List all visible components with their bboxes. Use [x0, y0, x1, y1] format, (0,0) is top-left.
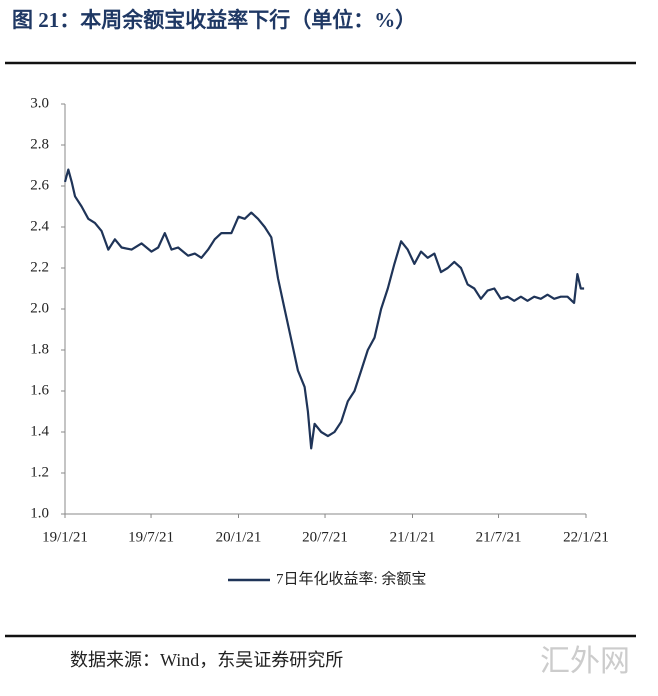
y-tick-label: 1.4	[30, 423, 49, 439]
x-tick-label: 22/1/21	[563, 529, 609, 545]
y-tick-label: 3.0	[30, 95, 49, 111]
x-tick-label: 21/7/21	[476, 529, 522, 545]
source: 数据来源：Wind，东吴证券研究所	[70, 650, 343, 670]
x-tick-label: 20/7/21	[302, 529, 348, 545]
y-tick-label: 2.2	[30, 259, 49, 275]
y-tick-label: 1.0	[30, 505, 49, 521]
chart-title: 图 21：本周余额宝收益率下行（单位：%）	[12, 8, 416, 32]
y-tick-label: 1.2	[30, 464, 49, 480]
y-tick-label: 2.0	[30, 300, 49, 316]
y-tick-label: 2.4	[30, 218, 49, 234]
x-tick-label: 20/1/21	[216, 529, 262, 545]
x-tick-label: 21/1/21	[390, 529, 436, 545]
y-tick-label: 2.6	[30, 177, 49, 193]
x-tick-label: 19/1/21	[42, 529, 88, 545]
y-tick-label: 1.8	[30, 341, 49, 357]
series-line	[63, 168, 585, 450]
y-tick-label: 1.6	[30, 382, 49, 398]
y-tick-label: 2.8	[30, 136, 49, 152]
watermark: 汇外网	[540, 645, 630, 678]
x-tick-label: 19/7/21	[128, 529, 174, 545]
legend-label: 7日年化收益率: 余额宝	[276, 569, 426, 587]
